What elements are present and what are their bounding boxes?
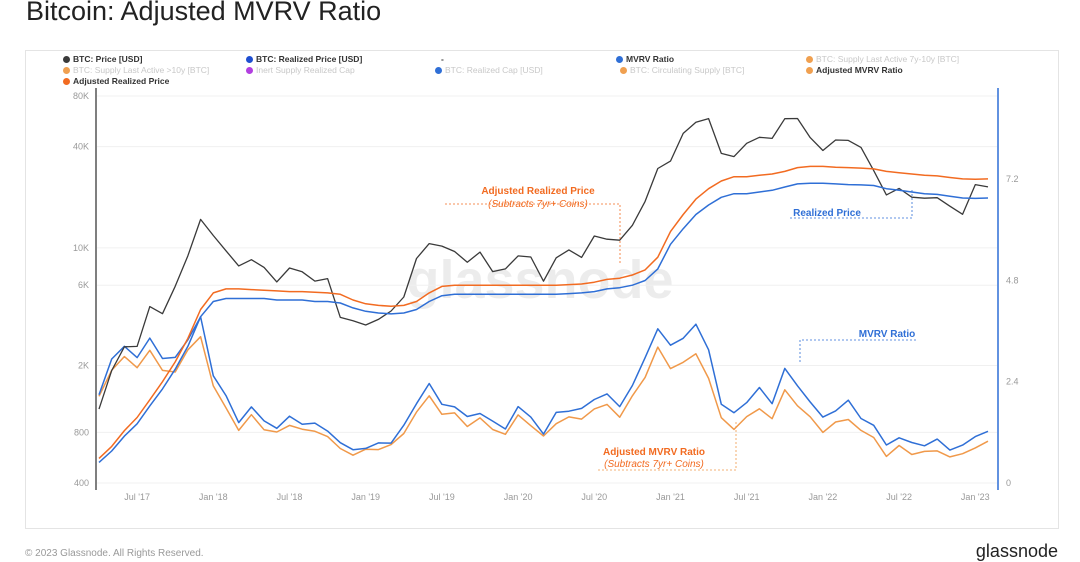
y-left-tick-label: 40K bbox=[73, 142, 89, 152]
legend-label: Adjusted MVRV Ratio bbox=[816, 65, 903, 75]
y-right-tick-label: 2.4 bbox=[1006, 377, 1019, 387]
x-tick-label: Jul '21 bbox=[734, 492, 760, 502]
legend-label: Adjusted Realized Price bbox=[73, 76, 170, 86]
legend-dot-icon bbox=[246, 56, 253, 63]
y-left-tick-label: 80K bbox=[73, 91, 89, 101]
x-tick-label: Jul '19 bbox=[429, 492, 455, 502]
x-tick-label: Jan '20 bbox=[504, 492, 533, 502]
legend-dot-icon bbox=[435, 67, 442, 74]
x-tick-label: Jan '19 bbox=[351, 492, 380, 502]
legend-dot-icon bbox=[63, 78, 70, 85]
x-tick-label: Jul '20 bbox=[581, 492, 607, 502]
x-tick-label: Jul '17 bbox=[124, 492, 150, 502]
y-left-tick-label: 800 bbox=[74, 427, 89, 437]
legend-dot-icon bbox=[620, 67, 627, 74]
legend-item[interactable]: MVRV Ratio bbox=[616, 54, 674, 64]
legend-label: BTC: Realized Price [USD] bbox=[256, 54, 363, 64]
legend-item[interactable]: Adjusted MVRV Ratio bbox=[806, 65, 903, 75]
page-title: Bitcoin: Adjusted MVRV Ratio bbox=[26, 0, 382, 26]
x-tick-label: Jan '21 bbox=[656, 492, 685, 502]
series-line-btc-realized-price-usd- bbox=[98, 182, 989, 463]
realized-leader bbox=[790, 190, 913, 219]
series-line-adjusted-realized-price bbox=[98, 165, 989, 459]
legend-label: BTC: Price [USD] bbox=[73, 54, 143, 64]
legend-dot-icon bbox=[246, 67, 253, 74]
adj-mvrv-leader bbox=[598, 420, 737, 471]
x-tick-label: Jul '22 bbox=[886, 492, 912, 502]
copyright: © 2023 Glassnode. All Rights Reserved. bbox=[25, 548, 204, 559]
y-right-tick-label: 7.2 bbox=[1006, 174, 1019, 184]
x-tick-label: Jan '23 bbox=[961, 492, 990, 502]
y-left-tick-label: 6K bbox=[78, 280, 89, 290]
annotation-adj-realized: Adjusted Realized Price bbox=[481, 186, 595, 197]
legend-dot-icon bbox=[806, 56, 813, 63]
y-right-tick-label: 0 bbox=[1006, 478, 1011, 488]
legend-item[interactable]: Adjusted Realized Price bbox=[63, 76, 169, 86]
legend-item[interactable]: BTC: Supply Last Active >10y [BTC] bbox=[63, 65, 209, 75]
annotation-adj-realized-sub: (Subtracts 7yr+ Coins) bbox=[488, 199, 588, 210]
annotation-adj-mvrv-sub: (Subtracts 7yr+ Coins) bbox=[604, 459, 704, 470]
x-tick-label: Jul '18 bbox=[277, 492, 303, 502]
legend-label: Inert Supply Realized Cap bbox=[256, 65, 355, 75]
legend-label: BTC: Supply Last Active >10y [BTC] bbox=[73, 65, 210, 75]
series-line-adjusted-mvrv-ratio bbox=[98, 335, 989, 458]
legend-item[interactable]: - bbox=[441, 54, 444, 64]
legend-label: BTC: Supply Last Active 7y-10y [BTC] bbox=[816, 54, 960, 64]
watermark: glassnode bbox=[406, 250, 673, 310]
legend-item[interactable]: BTC: Realized Cap [USD] bbox=[435, 65, 543, 75]
legend-item[interactable]: BTC: Circulating Supply [BTC] bbox=[620, 65, 744, 75]
legend-label: - bbox=[441, 54, 444, 64]
annotation-adj-mvrv: Adjusted MVRV Ratio bbox=[603, 447, 705, 458]
legend-dot-icon bbox=[63, 56, 70, 63]
legend-item[interactable]: Inert Supply Realized Cap bbox=[246, 65, 355, 75]
annotation-realized: Realized Price bbox=[793, 208, 861, 219]
y-left-tick-label: 400 bbox=[74, 478, 89, 488]
legend-label: BTC: Realized Cap [USD] bbox=[445, 65, 543, 75]
glassnode-logo: glassnode bbox=[975, 541, 1058, 561]
series-line-btc-price-usd- bbox=[98, 117, 989, 410]
legend-dot-icon bbox=[63, 67, 70, 74]
x-tick-label: Jan '18 bbox=[199, 492, 228, 502]
legend-dot-icon bbox=[806, 67, 813, 74]
legend-dot-icon bbox=[616, 56, 623, 63]
legend-item[interactable]: BTC: Supply Last Active 7y-10y [BTC] bbox=[806, 54, 959, 64]
legend-item[interactable]: BTC: Price [USD] bbox=[63, 54, 142, 64]
y-left-tick-label: 10K bbox=[73, 243, 89, 253]
chart-panel bbox=[25, 50, 1059, 529]
legend-label: MVRV Ratio bbox=[626, 54, 675, 64]
y-left-tick-label: 2K bbox=[78, 360, 89, 370]
x-tick-label: Jan '22 bbox=[809, 492, 838, 502]
y-right-tick-label: 4.8 bbox=[1006, 275, 1019, 285]
annotation-mvrv: MVRV Ratio bbox=[859, 329, 916, 340]
series-line-mvrv-ratio bbox=[98, 316, 989, 451]
legend-label: BTC: Circulating Supply [BTC] bbox=[630, 65, 745, 75]
mvrv-leader bbox=[799, 339, 918, 362]
legend-item[interactable]: BTC: Realized Price [USD] bbox=[246, 54, 362, 64]
